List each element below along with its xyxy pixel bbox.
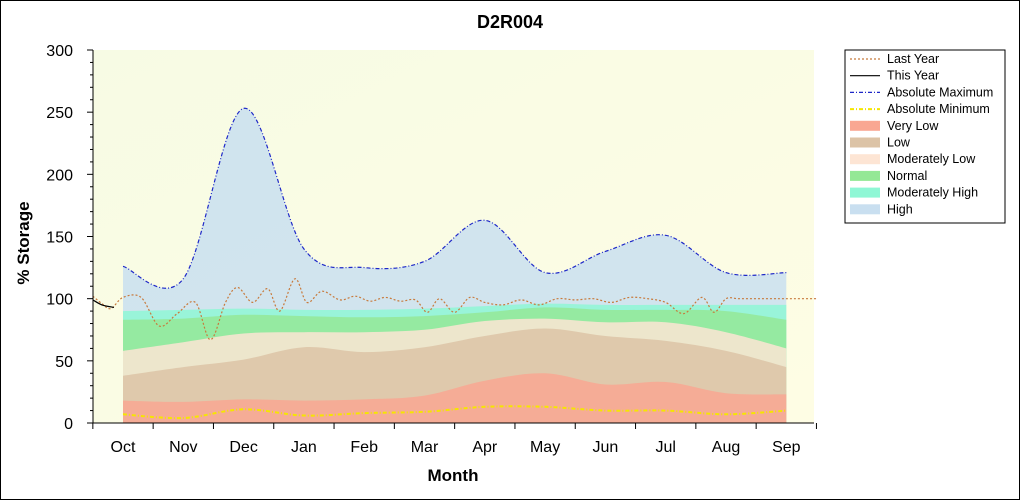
legend-swatch <box>850 137 880 148</box>
band-very-low <box>123 373 787 423</box>
y-axis-title: % Storage <box>14 201 33 284</box>
legend-label: High <box>887 202 913 216</box>
lines-layer <box>92 107 817 420</box>
legend-swatch <box>850 120 880 131</box>
x-tick-label: Dec <box>229 439 257 456</box>
bands-layer <box>123 108 787 424</box>
legend-label: Last Year <box>887 52 939 66</box>
legend-label: Very Low <box>887 119 939 133</box>
legend-label: Absolute Minimum <box>887 102 990 116</box>
legend-label: Absolute Maximum <box>887 85 993 99</box>
y-tick-label: 50 <box>55 354 73 371</box>
x-tick-label: Oct <box>111 439 136 456</box>
x-tick-label: Mar <box>411 439 439 456</box>
x-tick-label: Sep <box>772 439 801 456</box>
line-absolute-maximum <box>122 107 787 289</box>
legend-swatch <box>850 187 880 198</box>
y-tick-label: 300 <box>46 43 73 60</box>
y-tick-label: 100 <box>46 292 73 309</box>
legend-label: Normal <box>887 169 927 183</box>
legend-label: Low <box>887 136 911 150</box>
legend-label: This Year <box>887 69 939 83</box>
x-tick-label: May <box>530 439 560 456</box>
x-tick-label: Jul <box>655 439 675 456</box>
chart-title: D2R004 <box>476 12 544 32</box>
x-tick-label: Feb <box>350 439 378 456</box>
legend-swatch <box>850 170 880 181</box>
x-tick-label: Nov <box>169 439 197 456</box>
legend-swatch <box>850 154 880 165</box>
legend-label: Moderately Low <box>887 152 976 166</box>
x-tick-label: Jun <box>593 439 619 456</box>
axes-layer: 0 50 100 150 200 250 300 Oct Nov Dec Jan Feb Mar Apr M… <box>46 43 817 456</box>
x-axis-title: Month <box>428 466 479 485</box>
line-this-year <box>92 299 115 308</box>
legend-swatch <box>850 204 880 215</box>
line-absolute-minimum <box>122 405 787 420</box>
x-tick-label: Jan <box>291 439 317 456</box>
y-tick-label: 150 <box>46 230 73 247</box>
y-tick-label: 0 <box>64 416 73 433</box>
x-tick-label: Apr <box>472 439 498 456</box>
line-last-year <box>92 278 817 341</box>
y-tick-label: 250 <box>46 105 73 122</box>
legend: Last Year This Year Absolute Maximum Absolu… <box>844 49 1006 224</box>
y-tick-label: 200 <box>46 167 73 184</box>
legend-label: Moderately High <box>887 186 978 200</box>
x-tick-label: Aug <box>712 439 740 456</box>
